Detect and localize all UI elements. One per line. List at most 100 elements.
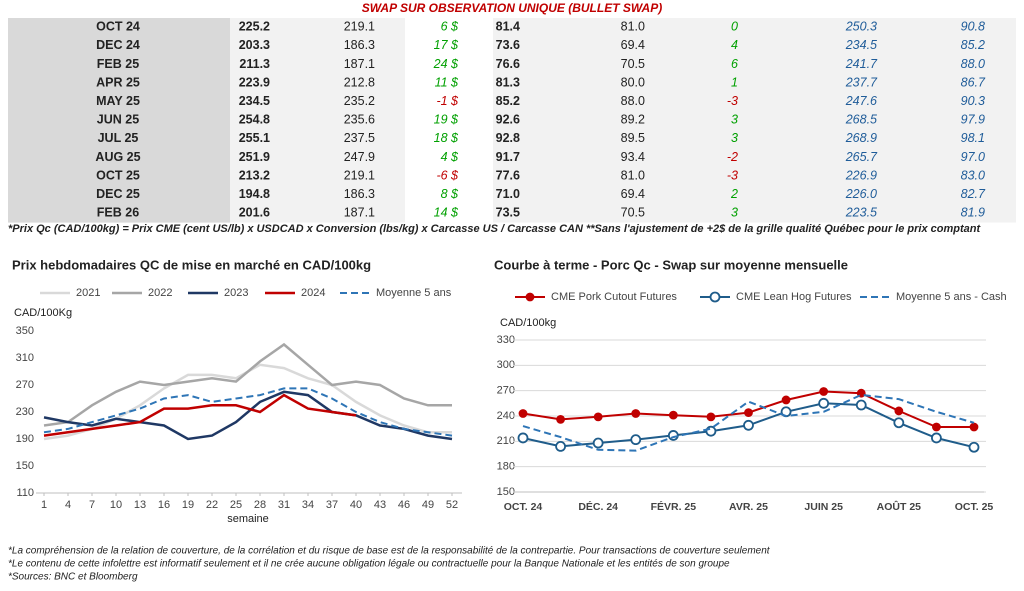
x-axis-label: semaine xyxy=(227,513,269,525)
x-tick-label: 22 xyxy=(206,499,218,511)
y-tick-label: 150 xyxy=(497,486,515,498)
table-cell: 81.4 xyxy=(496,20,520,34)
point xyxy=(592,437,604,449)
table-cell: 91.7 xyxy=(496,150,520,164)
point xyxy=(518,409,528,418)
table-cell: 237.7 xyxy=(845,75,878,89)
table-cell: 73.5 xyxy=(496,206,520,220)
x-tick-label: 25 xyxy=(230,499,242,511)
y-tick-label: 150 xyxy=(16,460,34,472)
table-cell: 235.2 xyxy=(344,94,375,108)
table-cell: FEB 25 xyxy=(97,57,139,71)
series-line xyxy=(43,387,453,437)
legend-label: Moyenne 5 ans - Cash xyxy=(896,291,1007,303)
table-cell: 70.5 xyxy=(621,57,645,71)
x-tick-label: 13 xyxy=(134,499,146,511)
y-tick-label: 240 xyxy=(497,410,515,422)
table-cell: 81.0 xyxy=(621,168,645,182)
table-cell: 69.4 xyxy=(621,187,645,201)
table-cell: 8 $ xyxy=(441,187,459,201)
table-cell: 80.0 xyxy=(621,75,645,89)
point xyxy=(743,419,754,431)
table-cell: 247.6 xyxy=(845,94,877,108)
series-line xyxy=(43,393,357,437)
table-cell: 3 xyxy=(731,206,738,220)
table-cell: 226.0 xyxy=(845,187,877,201)
table-title: SWAP SUR OBSERVATION UNIQUE (BULLET SWAP… xyxy=(362,1,662,15)
table-cell: 97.9 xyxy=(961,113,985,127)
table-cell: 251.9 xyxy=(239,150,270,164)
y-tick-label: 270 xyxy=(497,385,515,397)
x-tick-label: 34 xyxy=(302,499,314,511)
table-cell: 212.8 xyxy=(344,75,375,89)
table-cell: OCT 25 xyxy=(96,168,140,182)
table-cell: -3 xyxy=(727,168,738,182)
x-tick-label: 40 xyxy=(350,499,362,511)
point xyxy=(706,412,716,422)
table-cell: -6 $ xyxy=(436,168,459,182)
point xyxy=(630,434,642,446)
point xyxy=(969,422,979,432)
table-cell: 4 $ xyxy=(441,150,459,164)
point xyxy=(894,406,904,416)
y-axis-label: CAD/100kg xyxy=(500,317,556,329)
footnote: *Sources: BNC et Bloomberg xyxy=(8,572,138,583)
table-cell: 219.1 xyxy=(344,20,375,34)
x-tick-label: 4 xyxy=(65,499,71,511)
x-tick-label: 49 xyxy=(422,499,434,511)
table-cell: 90.8 xyxy=(961,20,985,34)
series-line xyxy=(43,342,452,427)
table-cell: 92.6 xyxy=(496,113,520,127)
table-cell: 1 xyxy=(731,75,738,89)
table-cell: 226.9 xyxy=(845,168,877,182)
table-cell: 93.4 xyxy=(621,150,645,164)
legend-label: CME Lean Hog Futures xyxy=(736,291,852,303)
x-tick-label: 46 xyxy=(398,499,410,511)
table-cell: 89.5 xyxy=(621,131,645,145)
point xyxy=(517,432,529,444)
y-axis-label: CAD/100Kg xyxy=(14,307,72,319)
point xyxy=(593,412,603,422)
x-tick-label: JUIN 25 xyxy=(804,501,843,513)
table-cell: 254.8 xyxy=(239,113,270,127)
table-cell: 237.5 xyxy=(344,131,375,145)
point xyxy=(932,422,941,432)
y-tick-label: 310 xyxy=(16,352,34,364)
legend-label: CME Pork Cutout Futures xyxy=(551,291,677,303)
table-cell: 213.2 xyxy=(239,168,270,182)
table-cell: 89.2 xyxy=(621,113,645,127)
table-cell: JUN 25 xyxy=(97,113,139,127)
table-cell: 265.7 xyxy=(845,150,878,164)
table-cell: 234.5 xyxy=(845,38,877,52)
table-cell: 235.6 xyxy=(344,113,375,127)
y-tick-label: 270 xyxy=(16,379,34,391)
table-cell: 201.6 xyxy=(239,206,270,220)
table-cell: 268.9 xyxy=(845,131,877,145)
x-tick-label: 28 xyxy=(254,499,266,511)
table-cell: -2 xyxy=(727,150,738,164)
table-cell: 186.3 xyxy=(344,38,375,52)
y-tick-label: 110 xyxy=(16,487,34,499)
table-cell: 69.4 xyxy=(621,38,645,52)
table-cell: DEC 24 xyxy=(96,38,140,52)
table-cell: 98.1 xyxy=(961,131,985,145)
table-cell: 268.5 xyxy=(845,113,877,127)
table-cell: 203.3 xyxy=(239,38,270,52)
point xyxy=(744,408,753,418)
footnote: *Le contenu de cette infolettre est info… xyxy=(8,559,730,570)
x-tick-label: 7 xyxy=(89,499,95,511)
x-tick-label: FÉVR. 25 xyxy=(651,500,697,513)
table-cell: 211.3 xyxy=(239,57,270,71)
footnote: *La compréhension de la relation de couv… xyxy=(8,546,771,557)
legend-label: Moyenne 5 ans xyxy=(376,287,452,299)
col-bg xyxy=(490,18,493,223)
chart-title: Courbe à terme - Porc Qc - Swap sur moye… xyxy=(494,257,848,272)
table-cell: -1 $ xyxy=(436,94,459,108)
y-tick-label: 230 xyxy=(16,406,34,418)
table-cell: FEB 26 xyxy=(97,206,139,220)
legend-label: 2021 xyxy=(76,287,100,299)
table-cell: 71.0 xyxy=(496,187,520,201)
y-tick-label: 180 xyxy=(497,461,515,473)
table-cell: 14 $ xyxy=(434,206,459,220)
month-col-bg xyxy=(8,18,230,223)
